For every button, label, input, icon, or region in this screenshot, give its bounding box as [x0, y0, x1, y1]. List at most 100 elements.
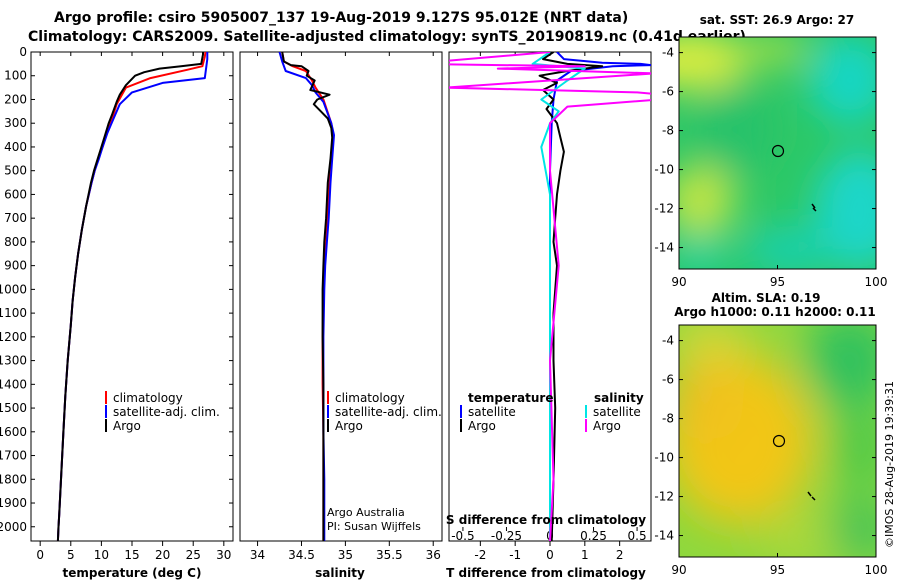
legend-label-argo: Argo [113, 419, 141, 433]
sla-map-axes: 90 95 100 -4 -6 -8 -10 -12 -14 [654, 334, 887, 577]
x-tick-label: 1 [581, 548, 589, 562]
map-x-tick-label: 100 [865, 563, 888, 577]
map-y-tick-label: -8 [662, 124, 674, 138]
credit-argo-australia: Argo Australia [327, 506, 405, 519]
legend-title-salinity: salinity [594, 391, 644, 405]
map-x-tick-label: 90 [671, 275, 686, 289]
difference-panel: -2 -1 0 1 2 -0.5 -0.25 0 0.25 0.5 T difference f… [446, 51, 652, 580]
header-line-1: Argo profile: csiro 5905007_137 19-Aug-2… [54, 10, 629, 26]
x-tick-label: 0 [36, 548, 44, 562]
temperature-series [56, 52, 209, 541]
temperature-xlabel: temperature (deg C) [63, 566, 202, 580]
sla-map-title-2: Argo h1000: 0.11 h2000: 0.11 [674, 305, 875, 319]
x-tick-label: 25 [186, 548, 201, 562]
salinity-panel: 34 34.5 35 35.5 36 salinity climatology sate… [239, 51, 443, 580]
argo-track [807, 491, 816, 501]
depth-tick-label: 1600 [0, 425, 27, 439]
depth-tick-label: 1500 [0, 401, 27, 415]
difference-series [449, 52, 651, 541]
depth-tick-label: 1300 [0, 354, 27, 368]
map-y-tick-label: -10 [654, 451, 674, 465]
series-line-argo [56, 52, 204, 541]
sla-map-title-1: Altim. SLA: 0.19 [712, 291, 821, 305]
series-line-salinity-argo [449, 52, 651, 541]
depth-tick-label: 500 [4, 164, 27, 178]
map-y-tick-label: -6 [662, 85, 674, 99]
depth-tick-label: 1000 [0, 282, 27, 296]
depth-tick-label: 600 [4, 187, 27, 201]
x-tick-label: 35.5 [376, 548, 403, 562]
map-y-tick-label: -4 [662, 46, 674, 60]
depth-tick-label: 1200 [0, 330, 27, 344]
depth-tick-label: 1100 [0, 306, 27, 320]
map-x-tick-label: 90 [671, 563, 686, 577]
depth-tick-label: 200 [4, 92, 27, 106]
legend-label-temp-argo: Argo [468, 419, 496, 433]
map-y-tick-label: -10 [654, 163, 674, 177]
depth-tick-label: 300 [4, 116, 27, 130]
map-x-tick-label: 95 [770, 563, 785, 577]
x2-tick-label: -0.5 [451, 529, 474, 543]
salinity-difference-axis: -0.5 -0.25 0 0.25 0.5 [451, 527, 647, 543]
legend-label-satellite: satellite-adj. clim. [335, 405, 442, 419]
temperature-legend: climatology satellite-adj. clim. Argo [105, 391, 220, 433]
depth-tick-label: 1800 [0, 472, 27, 486]
salinity-xlabel: salinity [315, 566, 365, 580]
x-tick-label: 30 [216, 548, 231, 562]
x-tick-label: 15 [124, 548, 139, 562]
sla-map: Altim. SLA: 0.19 Argo h1000: 0.11 h2000:… [654, 291, 887, 577]
difference-legend: temperature satellite Argo salinity sate… [460, 391, 644, 433]
sst-map: sat. SST: 26.9 Argo: 27 90 95 100 -4 -6 -8 -10… [654, 13, 888, 289]
legend-title-temperature: temperature [468, 391, 553, 405]
imos-credit: ©IMOS 28-Aug-2019 19:39:31 [883, 381, 896, 548]
depth-tick-label: 700 [4, 211, 27, 225]
depth-axis: 0 100 200 300 400 500 600 700 800 900 1000 1100 1200… [0, 45, 651, 534]
x-tick-label: 34.5 [288, 548, 315, 562]
depth-tick-label: 0 [19, 45, 27, 59]
x2-tick-label: 0.5 [628, 529, 647, 543]
depth-tick-label: 400 [4, 140, 27, 154]
x-tick-label: 34 [250, 548, 265, 562]
depth-tick-label: 2000 [0, 520, 27, 534]
x-tick-label: 5 [67, 548, 75, 562]
depth-tick-label: 1700 [0, 449, 27, 463]
map-y-tick-label: -6 [662, 373, 674, 387]
sla-patches [679, 325, 876, 557]
salinity-difference-xlabel: S difference from climatology [446, 513, 646, 527]
map-y-tick-label: -12 [654, 490, 674, 504]
x2-tick-label: 0.25 [580, 529, 607, 543]
sst-map-title: sat. SST: 26.9 Argo: 27 [700, 13, 854, 27]
legend-label-climatology: climatology [113, 391, 183, 405]
x-tick-label: -1 [509, 548, 521, 562]
argo-track [811, 203, 817, 212]
legend-label-satellite: satellite-adj. clim. [113, 405, 220, 419]
salinity-x-axis: 34 34.5 35 35.5 36 [250, 52, 441, 562]
argo-position-marker [772, 434, 786, 448]
x-tick-label: 2 [616, 548, 624, 562]
depth-tick-label: 1400 [0, 377, 27, 391]
map-x-tick-label: 100 [865, 275, 888, 289]
x-tick-label: -2 [474, 548, 486, 562]
legend-label-sal-argo: Argo [593, 419, 621, 433]
map-y-tick-label: -14 [654, 241, 674, 255]
legend-label-climatology: climatology [335, 391, 405, 405]
map-y-tick-label: -14 [654, 529, 674, 543]
salinity-series [278, 52, 335, 541]
depth-tick-label: 900 [4, 259, 27, 273]
x-tick-label: 35 [338, 548, 353, 562]
map-y-tick-label: -4 [662, 334, 674, 348]
legend-label-argo: Argo [335, 419, 363, 433]
salinity-legend: climatology satellite-adj. clim. Argo [327, 391, 442, 433]
x-tick-label: 20 [155, 548, 170, 562]
map-x-tick-label: 95 [770, 275, 785, 289]
legend-label-sal-satellite: satellite [593, 405, 641, 419]
x-tick-label: 0 [546, 548, 554, 562]
x2-tick-label: -0.25 [491, 529, 522, 543]
temperature-x-axis: 0 5 10 15 20 25 30 [36, 52, 231, 562]
map-y-tick-label: -12 [654, 202, 674, 216]
depth-tick-label: 1900 [0, 496, 27, 510]
argo-position-marker [771, 144, 785, 158]
series-line-argo [281, 52, 334, 541]
map-y-tick-label: -8 [662, 412, 674, 426]
